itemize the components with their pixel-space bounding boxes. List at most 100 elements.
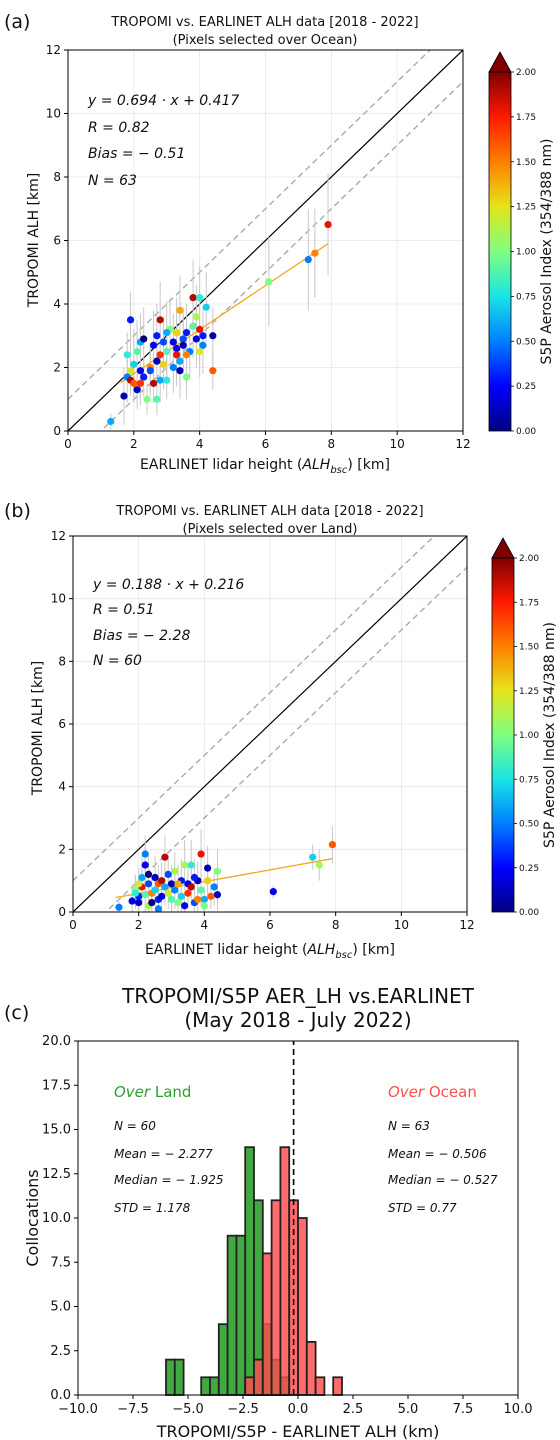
colorbar-tick-label-a: 0.25: [516, 382, 536, 392]
x-tick-label-b: 2: [135, 918, 143, 932]
data-point-a: [136, 367, 145, 375]
y-tick-label-a: 12: [46, 43, 61, 57]
colorbar-tick-label-b: 1.50: [519, 643, 539, 653]
data-point-a: [176, 306, 184, 314]
x-tick-label-c: 5.0: [398, 1402, 419, 1417]
data-point-a: [176, 367, 184, 375]
data-point-a: [140, 373, 148, 381]
data-point-a: [126, 367, 135, 375]
y-tick-label-c: 7.5: [50, 1255, 71, 1270]
data-point-b: [190, 873, 199, 882]
data-point-a: [182, 373, 191, 381]
panel-letter-a: (a): [4, 11, 30, 33]
data-point-a: [199, 332, 207, 340]
data-point-b: [204, 864, 212, 872]
colorbar-tick-label-a: 1.50: [516, 158, 536, 168]
y-tick-label-c: 12.5: [42, 1167, 71, 1182]
data-point-a: [159, 360, 168, 368]
colorbar-tick-label-a: 0.75: [516, 292, 536, 302]
histogram-bar-ocean: [332, 1376, 343, 1396]
colorbar-extend-arrow-a: [488, 51, 512, 73]
y-tick-label-c: 20.0: [42, 1034, 71, 1049]
series-stat-ocean: N = 63: [388, 1119, 430, 1133]
data-point-b: [187, 861, 195, 869]
data-point-a: [202, 303, 210, 311]
plot-area-a: 0 2 4 6 8 10 12 0 2 4 6 8 10 12 y = 0.694 · x + 0.417 R…: [46, 43, 555, 451]
data-point-a: [130, 379, 138, 387]
data-point-a: [133, 348, 141, 356]
data-point-b: [171, 867, 179, 875]
data-point-a: [153, 395, 161, 403]
data-point-b: [269, 888, 277, 896]
colorbar-tick-label-a: 1.75: [516, 113, 536, 123]
stat-text-b: R = 0.51: [93, 602, 155, 618]
data-point-b: [141, 891, 149, 899]
data-point-b: [154, 905, 162, 912]
colorbar-extend-arrow-b: [491, 537, 515, 559]
data-point-a: [156, 351, 164, 359]
histogram-bar-ocean: [305, 1341, 317, 1396]
stat-text-b: N = 60: [93, 653, 142, 669]
y-tick-label-a: 10: [46, 107, 61, 121]
data-point-b: [128, 897, 136, 905]
data-point-b: [158, 892, 166, 900]
histogram-bar-land: [244, 1146, 255, 1396]
x-axis-label-a: EARLINET lidar height (ALHbsc) [km]: [140, 457, 390, 476]
data-point-b: [164, 889, 172, 897]
colorbar-tick-label-a: 2.00: [516, 68, 536, 78]
y-tick-label-c: 15.0: [42, 1123, 71, 1138]
data-point-b: [194, 895, 202, 904]
data-point-b: [197, 850, 205, 858]
y-tick-label-a: 2: [53, 361, 61, 375]
data-point-b: [144, 870, 153, 879]
panel-histogram: (c) TROPOMI/S5P AER_LH vs.EARLINET (May …: [4, 984, 532, 1440]
data-point-b: [210, 883, 218, 891]
data-point-b: [177, 892, 185, 900]
histogram-bar-land: [235, 1234, 247, 1396]
panel-ocean-scatter: (a) TROPOMI vs. EARLINET ALH data [2018 …: [4, 11, 555, 476]
histogram-bar-ocean: [253, 1358, 264, 1396]
data-point-b: [144, 880, 153, 888]
stat-text-a: N = 63: [88, 173, 137, 189]
colorbar-label-b: S5P Aerosol Index (354/388 nm): [542, 622, 558, 848]
chart-title-c: TROPOMI/S5P AER_LH vs.EARLINET: [121, 984, 475, 1008]
x-tick-label-b: 12: [459, 918, 474, 932]
data-point-a: [126, 316, 135, 324]
data-point-b: [197, 886, 205, 894]
data-point-b: [115, 903, 123, 911]
data-point-b: [174, 899, 182, 907]
data-point-a: [169, 363, 177, 372]
data-point-b: [167, 880, 176, 888]
colorbar-tick-label-b: 2.00: [519, 554, 539, 564]
x-tick-label-c: 7.5: [453, 1402, 474, 1417]
data-point-b: [164, 870, 172, 879]
x-tick-label-b: 0: [69, 918, 77, 932]
histogram-bar-land: [226, 1234, 238, 1396]
data-point-a: [163, 328, 171, 337]
data-point-a: [149, 379, 158, 387]
data-point-a: [179, 341, 187, 349]
y-tick-label-b: 0: [58, 905, 66, 919]
stat-text-a: y = 0.694 · x + 0.417: [87, 93, 239, 109]
histogram-bar-land: [173, 1358, 185, 1396]
y-tick-label-a: 6: [53, 234, 61, 248]
histogram-bar-land: [165, 1358, 176, 1396]
data-point-b: [161, 853, 169, 861]
data-point-a: [209, 332, 217, 340]
colorbar-tick-label-b: 1.75: [519, 598, 539, 608]
x-tick-label-b: 8: [332, 918, 340, 932]
data-point-b: [328, 841, 336, 849]
x-tick-label-b: 4: [201, 918, 209, 932]
x-tick-label-a: 2: [130, 437, 138, 451]
data-point-a: [196, 348, 204, 356]
stat-text-a: R = 0.82: [88, 120, 150, 136]
data-point-a: [163, 348, 171, 356]
y-tick-label-a: 4: [53, 297, 61, 311]
y-tick-label-b: 6: [58, 717, 66, 731]
x-tick-label-a: 12: [455, 437, 470, 451]
x-tick-label-c: −7.5: [117, 1402, 149, 1417]
colorbar-tick-label-a: 0.50: [516, 337, 536, 347]
x-tick-label-c: 2.5: [343, 1402, 364, 1417]
data-point-a: [173, 351, 181, 359]
